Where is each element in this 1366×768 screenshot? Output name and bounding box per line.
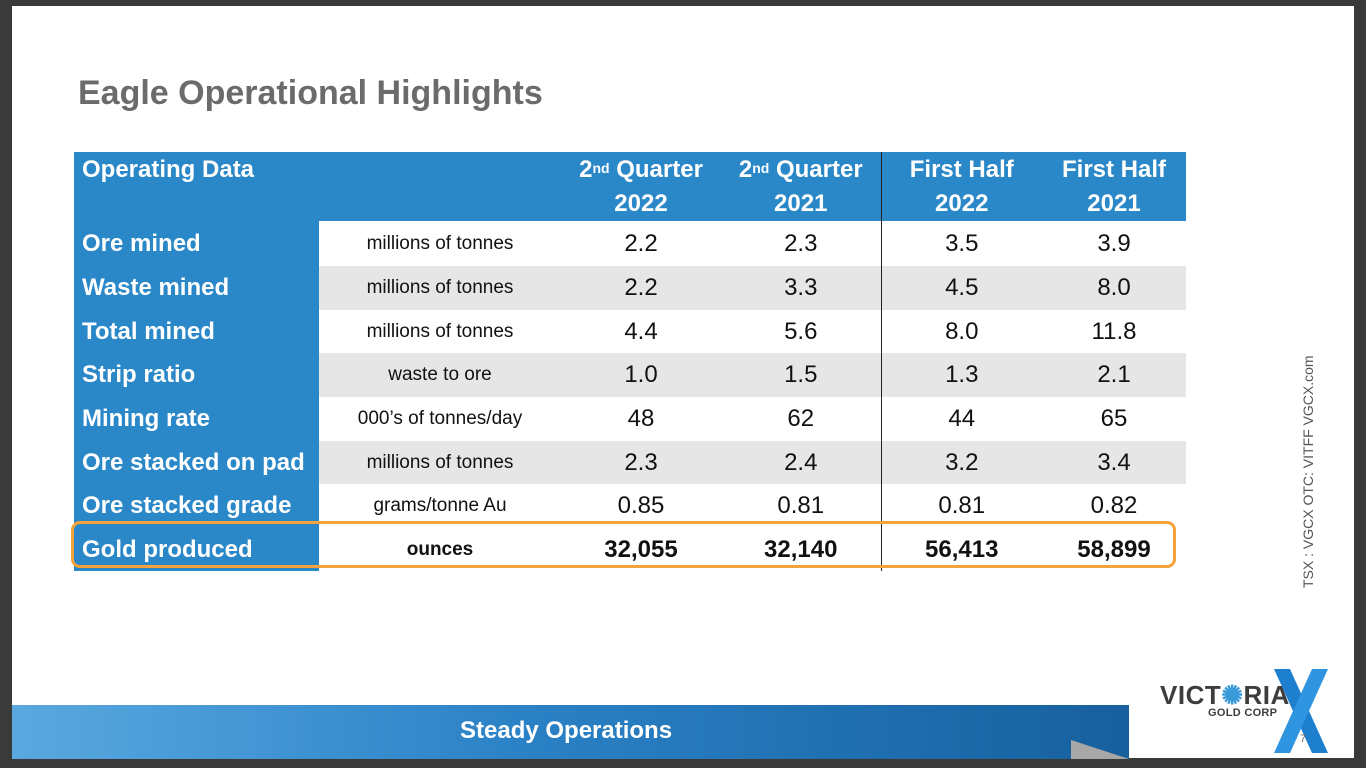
cell-value: 2.4 xyxy=(721,441,881,484)
slide-title: Eagle Operational Highlights xyxy=(78,74,543,112)
window-frame-left xyxy=(0,0,12,768)
row-unit: ounces xyxy=(406,538,474,560)
header-h1-2022-top: First Half xyxy=(909,156,1014,183)
footer-banner-text: Steady Operations xyxy=(460,717,673,744)
header-h1-2022: First Half 2022 xyxy=(880,152,1042,221)
header-operating-data: Operating Data xyxy=(74,152,561,221)
row-unit: millions of tonnes xyxy=(319,266,561,310)
header-h1-2022-year: 2022 xyxy=(935,190,989,217)
header-q2-2021-top: 2nd Quarter xyxy=(738,156,863,183)
table-row: Mining rate 000’s of tonnes/day 48 62 44… xyxy=(74,397,1186,441)
cell-value: 8.0 xyxy=(880,310,1042,353)
cell-value: 1.5 xyxy=(721,353,881,397)
window-frame-bottom xyxy=(0,758,1366,768)
cell-value: 0.85 xyxy=(617,492,665,519)
row-label: Ore stacked on pad xyxy=(74,441,319,484)
cell-value: 4.5 xyxy=(880,266,1042,310)
window-frame-right xyxy=(1354,0,1366,768)
cell-value: 56,413 xyxy=(880,528,1042,571)
cell-value: 8.0 xyxy=(1042,266,1186,310)
cell-value: 2.1 xyxy=(1042,353,1186,397)
cell-value: 4.4 xyxy=(624,317,658,345)
row-label: Strip ratio xyxy=(74,353,319,397)
operating-data-table: Operating Data 2nd Quarter 2022 2nd Quar… xyxy=(74,152,1186,571)
cell-value: 2.3 xyxy=(784,229,818,257)
cell-value: 65 xyxy=(1100,405,1128,432)
row-label: Gold produced xyxy=(74,528,319,571)
table-row-gold-produced: Gold produced ounces 32,055 32,140 56,41… xyxy=(74,528,1186,571)
table-row: Ore mined millions of tonnes 2.2 2.3 3.5… xyxy=(74,221,1186,266)
cell-value: 3.5 xyxy=(880,221,1042,266)
window-frame-top xyxy=(0,0,1366,6)
cell-value: 62 xyxy=(787,405,815,432)
table-row: Total mined millions of tonnes 4.4 5.6 8… xyxy=(74,310,1186,353)
cell-value: 44 xyxy=(880,397,1042,441)
row-label: Total mined xyxy=(74,310,319,353)
row-unit: grams/tonne Au xyxy=(373,495,507,516)
row-unit: millions of tonnes xyxy=(366,320,514,342)
cell-value: 2.3 xyxy=(561,441,721,484)
header-h1-2021-top: First Half xyxy=(1061,156,1166,183)
cell-value: 11.8 xyxy=(1091,317,1137,345)
cell-value: 5.6 xyxy=(784,317,818,345)
table-header-row: Operating Data 2nd Quarter 2022 2nd Quar… xyxy=(74,152,1186,221)
logo-burst-icon: ✺ xyxy=(1221,680,1244,710)
row-unit: 000’s of tonnes/day xyxy=(357,408,523,429)
header-q2-2022-top: 2nd Quarter xyxy=(579,156,703,183)
row-unit: millions of tonnes xyxy=(366,232,514,254)
row-unit: millions of tonnes xyxy=(319,441,561,484)
page-number: 7 xyxy=(1300,733,1307,745)
company-logo: VICT✺RIA GOLD CORP xyxy=(1158,669,1338,755)
table-row: Waste mined millions of tonnes 2.2 3.3 4… xyxy=(74,266,1186,310)
cell-value: 0.81 xyxy=(777,492,825,519)
cell-value: 1.0 xyxy=(561,353,721,397)
cell-value: 58,899 xyxy=(1077,535,1151,563)
row-label: Waste mined xyxy=(74,266,319,310)
header-h1-2021: First Half 2021 xyxy=(1042,152,1186,221)
cell-value: 1.3 xyxy=(880,353,1042,397)
row-unit: waste to ore xyxy=(319,353,561,397)
footer-banner xyxy=(12,705,1129,759)
cell-value: 0.82 xyxy=(1090,492,1138,519)
cell-value: 32,140 xyxy=(764,535,838,563)
header-q2-2022: 2nd Quarter 2022 xyxy=(561,152,721,221)
cell-value: 2.2 xyxy=(624,229,658,257)
cell-value: 2.2 xyxy=(561,266,721,310)
table-row: Ore stacked on pad millions of tonnes 2.… xyxy=(74,441,1186,484)
row-label: Ore mined xyxy=(74,221,319,266)
logo-x-icon xyxy=(1274,669,1328,753)
logo-subtitle: GOLD CORP xyxy=(1208,707,1278,719)
ticker-side-text: TSX : VGCX OTC: VITFF VGCX.com xyxy=(1300,355,1316,588)
row-label: Ore stacked grade xyxy=(74,484,319,528)
cell-value: 0.81 xyxy=(880,484,1042,528)
cell-value: 3.3 xyxy=(721,266,881,310)
header-q2-2021-year: 2021 xyxy=(774,190,828,217)
header-h1-2021-year: 2021 xyxy=(1087,190,1141,217)
cell-value: 32,055 xyxy=(604,535,678,563)
cell-value: 3.9 xyxy=(1097,229,1131,257)
header-q2-2021: 2nd Quarter 2021 xyxy=(721,152,881,221)
row-label: Mining rate xyxy=(74,397,319,441)
header-q2-2022-year: 2022 xyxy=(614,190,668,217)
cell-value: 48 xyxy=(627,405,655,432)
table-row: Ore stacked grade grams/tonne Au 0.85 0.… xyxy=(74,484,1186,528)
cell-value: 3.2 xyxy=(880,441,1042,484)
footer-banner-tab xyxy=(1071,740,1129,759)
table-row: Strip ratio waste to ore 1.0 1.5 1.3 2.1 xyxy=(74,353,1186,397)
cell-value: 3.4 xyxy=(1042,441,1186,484)
